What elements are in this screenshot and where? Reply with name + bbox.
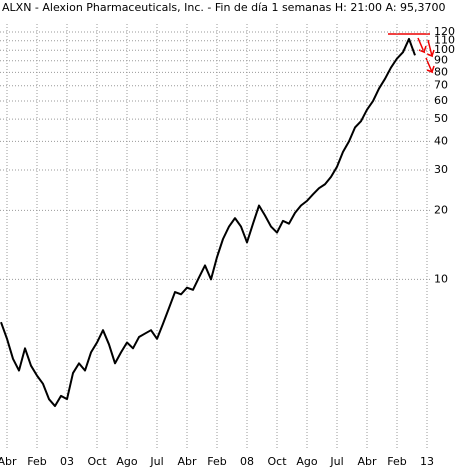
y-tick-label: 70 <box>434 79 448 92</box>
y-tick-label: 120 <box>434 25 455 38</box>
x-tick-label: 13 <box>420 455 434 468</box>
y-tick-label: 40 <box>434 134 448 147</box>
x-tick-label: Jul <box>149 455 163 468</box>
x-tick-label: 08 <box>240 455 254 468</box>
y-tick-label: 110 <box>434 34 455 47</box>
y-tick-label: 90 <box>434 54 448 67</box>
y-tick-label: 20 <box>434 203 448 216</box>
trend-arrows <box>417 37 435 74</box>
y-tick-label: 80 <box>434 65 448 78</box>
x-tick-label: Oct <box>267 455 287 468</box>
x-tick-label: Feb <box>27 455 46 468</box>
price-line <box>0 37 416 408</box>
x-tick-label: Ago <box>296 455 318 468</box>
chart-title: ALXN - Alexion Pharmaceuticals, Inc. - F… <box>2 1 446 14</box>
y-tick-label: 10 <box>434 272 448 285</box>
x-tick-label: 03 <box>60 455 74 468</box>
y-tick-label: 60 <box>434 94 448 107</box>
x-tick-label: Oct <box>87 455 107 468</box>
x-tick-label: Abr <box>0 455 17 468</box>
y-tick-label: 30 <box>434 163 448 176</box>
x-tick-label: Jul <box>329 455 343 468</box>
x-tick-label: Feb <box>207 455 226 468</box>
x-tick-label: Abr <box>177 455 197 468</box>
x-tick-label: Ago <box>116 455 138 468</box>
x-tick-label: Feb <box>387 455 406 468</box>
y-tick-label: 100 <box>434 43 455 56</box>
x-tick-label: Abr <box>357 455 377 468</box>
y-tick-label: 50 <box>434 112 448 125</box>
